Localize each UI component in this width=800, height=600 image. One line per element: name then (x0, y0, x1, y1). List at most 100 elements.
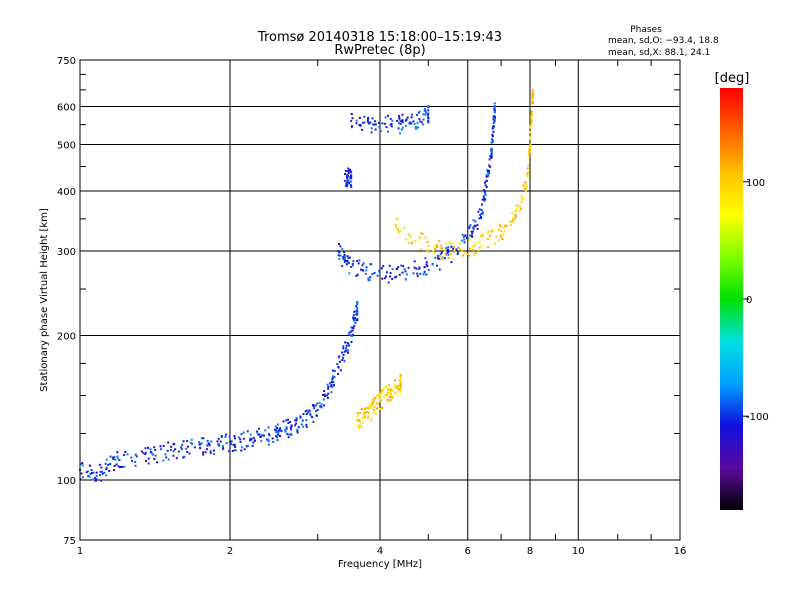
scatter-dot (275, 429, 278, 432)
scatter-dot (351, 335, 354, 338)
scatter-dot (461, 254, 464, 257)
scatter-dot (397, 266, 400, 269)
scatter-dot (491, 140, 494, 143)
colorbar-tick-label: -100 (746, 412, 769, 423)
scatter-dot (524, 188, 527, 191)
scatter-dot (482, 234, 485, 237)
x-tick-label: 6 (465, 546, 471, 557)
scatter-dot (418, 236, 421, 239)
scatter-dot (326, 396, 329, 399)
scatter-dot (447, 253, 450, 256)
scatter-dot (434, 256, 437, 259)
scatter-dot (331, 378, 334, 381)
scatter-dot (367, 416, 370, 419)
scatter-dot (368, 122, 371, 125)
scatter-dot (514, 217, 517, 220)
scatter-dot (336, 363, 339, 366)
scatter-dot (380, 390, 383, 393)
scatter-dot (399, 386, 402, 389)
scatter-dot (351, 117, 354, 120)
scatter-dot (280, 429, 283, 432)
scatter-dot (327, 392, 330, 395)
scatter-dot (480, 216, 483, 219)
scatter-dot (81, 476, 84, 479)
scatter-dot (410, 242, 413, 245)
scatter-dot (424, 110, 427, 113)
scatter-dot (424, 257, 427, 260)
scatter-dot (474, 220, 477, 223)
y-tick-label: 75 (63, 536, 76, 547)
scatter-dot (497, 228, 500, 231)
scatter-dot (206, 439, 209, 442)
scatter-dot (446, 251, 449, 254)
scatter-dot (385, 271, 388, 274)
scatter-dot (356, 319, 359, 322)
scatter-dot (344, 169, 347, 172)
scatter-dot (225, 442, 228, 445)
scatter-dot (273, 428, 276, 431)
scatter-dot (357, 425, 360, 428)
scatter-dot (361, 264, 364, 267)
scatter-dot (365, 406, 368, 409)
scatter-dot (368, 279, 371, 282)
scatter-dot (472, 219, 475, 222)
scatter-dot (512, 219, 515, 222)
scatter-dot (95, 479, 98, 482)
scatter-dot (92, 471, 95, 474)
scatter-dot (142, 452, 145, 455)
scatter-dot (385, 126, 388, 129)
scatter-dot (481, 198, 484, 201)
scatter-dot (399, 382, 402, 385)
scatter-dot (529, 124, 532, 127)
scatter-dot (350, 330, 353, 333)
scatter-dot (468, 226, 471, 229)
data-point (367, 411, 370, 414)
scatter-dot (471, 245, 474, 248)
scatter-dot (327, 386, 330, 389)
scatter-dot (287, 436, 290, 439)
scatter-dot (391, 389, 394, 392)
data-point (520, 200, 523, 203)
scatter-dot (105, 458, 108, 461)
scatter-dot (383, 277, 386, 280)
scatter-dot (381, 407, 384, 410)
scatter-dot (140, 450, 143, 453)
scatter-dot (346, 184, 349, 187)
scatter-dot (351, 333, 354, 336)
scatter-dot (104, 462, 107, 465)
scatter-dot (186, 440, 189, 443)
scatter-dot (399, 373, 402, 376)
scatter-dot (271, 437, 274, 440)
scatter-dot (242, 431, 245, 434)
scatter-dot (358, 259, 361, 262)
scatter-dot (100, 470, 103, 473)
scatter-dot (425, 111, 428, 114)
scatter-dot (391, 277, 394, 280)
scatter-dot (432, 250, 435, 253)
scatter-dot (305, 425, 308, 428)
scatter-dot (396, 390, 399, 393)
scatter-dot (396, 119, 399, 122)
scatter-dot (410, 122, 413, 125)
scatter-dot (414, 126, 417, 129)
data-point (443, 257, 446, 260)
scatter-dot (296, 428, 299, 431)
scatter-dot (154, 448, 157, 451)
scatter-dot (486, 231, 489, 234)
scatter-dot (478, 240, 481, 243)
scatter-dot (346, 255, 349, 258)
scatter-dot (398, 379, 401, 382)
scatter-dot (230, 440, 233, 443)
scatter-dot (472, 254, 475, 257)
scatter-dot (522, 184, 525, 187)
scatter-dot (490, 150, 493, 153)
data-point (389, 271, 392, 274)
scatter-dot (450, 261, 453, 264)
scatter-dot (144, 453, 147, 456)
scatter-dot (333, 376, 336, 379)
scatter-dot (233, 437, 236, 440)
scatter-dot (370, 127, 373, 130)
scatter-dot (416, 121, 419, 124)
scatter-dot (156, 461, 159, 464)
scatter-dot (172, 450, 175, 453)
